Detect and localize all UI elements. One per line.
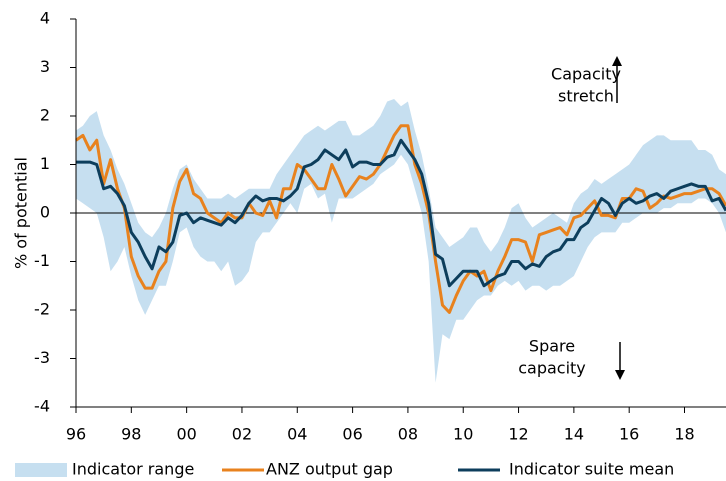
- y-axis-label: % of potential: [12, 157, 31, 269]
- legend-label: ANZ output gap: [266, 460, 393, 479]
- legend-swatch: [15, 463, 67, 477]
- x-tick-label: 10: [453, 425, 473, 444]
- y-tick-label: -1: [34, 251, 50, 270]
- x-tick-label: 06: [342, 425, 362, 444]
- annotation: Capacity: [551, 65, 621, 84]
- y-tick-label: 0: [40, 203, 50, 222]
- annotation: stretch: [558, 87, 614, 106]
- x-tick-label: 12: [508, 425, 528, 444]
- annotation: Spare: [529, 337, 575, 356]
- series-line: [76, 138, 726, 288]
- x-tick-label: 18: [674, 425, 694, 444]
- y-tick-label: 2: [40, 106, 50, 125]
- x-tick-label: 98: [121, 425, 141, 444]
- y-tick-label: 3: [40, 57, 50, 76]
- x-tick-label: 14: [564, 425, 584, 444]
- x-tick-label: 00: [176, 425, 196, 444]
- y-tick-label: -3: [34, 348, 50, 367]
- y-tick-label: 1: [40, 154, 50, 173]
- y-tick-label: -4: [34, 397, 50, 416]
- arrow-head: [615, 370, 625, 380]
- y-tick-label: -2: [34, 300, 50, 319]
- x-tick-label: 04: [287, 425, 307, 444]
- arrow-head: [612, 56, 622, 66]
- legend-label: Indicator range: [72, 460, 194, 479]
- y-tick-label: 4: [40, 9, 50, 28]
- x-tick-label: 96: [66, 425, 86, 444]
- x-tick-label: 08: [398, 425, 418, 444]
- legend-label: Indicator suite mean: [509, 460, 674, 479]
- x-tick-label: 16: [619, 425, 639, 444]
- annotation: capacity: [518, 359, 586, 378]
- range-band: [76, 99, 726, 383]
- x-tick-label: 02: [232, 425, 252, 444]
